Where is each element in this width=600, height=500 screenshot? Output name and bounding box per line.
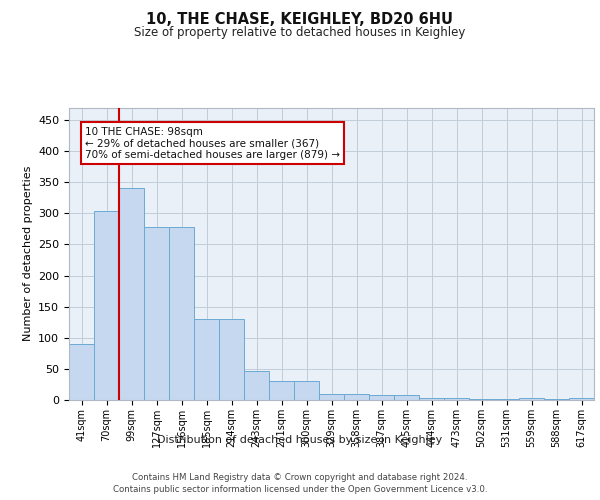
Text: Contains HM Land Registry data © Crown copyright and database right 2024.: Contains HM Land Registry data © Crown c… [132, 472, 468, 482]
Bar [269, 380, 294, 400]
Bar [94, 212, 119, 400]
Bar [319, 394, 344, 400]
Text: Size of property relative to detached houses in Keighley: Size of property relative to detached ho… [134, 26, 466, 39]
Bar [444, 398, 469, 400]
Bar [119, 188, 144, 400]
Bar [394, 395, 419, 400]
Text: Distribution of detached houses by size in Keighley: Distribution of detached houses by size … [157, 435, 443, 445]
Bar [294, 380, 319, 400]
Y-axis label: Number of detached properties: Number of detached properties [23, 166, 32, 342]
Bar [244, 371, 269, 400]
Bar [194, 319, 219, 400]
Bar [169, 227, 194, 400]
Bar [144, 227, 169, 400]
Bar [569, 398, 594, 400]
Text: Contains public sector information licensed under the Open Government Licence v3: Contains public sector information licen… [113, 485, 487, 494]
Bar [219, 319, 244, 400]
Bar [369, 395, 394, 400]
Bar [419, 398, 444, 400]
Text: 10 THE CHASE: 98sqm
← 29% of detached houses are smaller (367)
70% of semi-detac: 10 THE CHASE: 98sqm ← 29% of detached ho… [85, 126, 340, 160]
Text: 10, THE CHASE, KEIGHLEY, BD20 6HU: 10, THE CHASE, KEIGHLEY, BD20 6HU [146, 12, 454, 28]
Bar [69, 344, 94, 400]
Bar [344, 394, 369, 400]
Bar [519, 398, 544, 400]
